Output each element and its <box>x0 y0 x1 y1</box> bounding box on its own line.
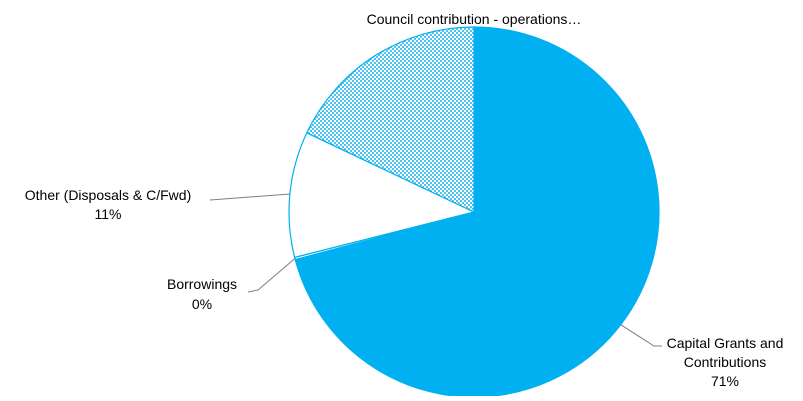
leader-line <box>247 258 296 293</box>
slice-percent-label: 11% <box>95 206 122 222</box>
slice-percent-label: 71% <box>711 373 739 389</box>
pie-slice-capital-grants-and-contributions <box>294 26 660 398</box>
slice-category-label: Council contribution - operations… <box>367 11 582 27</box>
slice-category-label: Capital Grants and <box>667 335 784 351</box>
slice-category-label: Other (Disposals & C/Fwd) <box>25 187 191 203</box>
slice-percent-label: 0% <box>192 296 212 312</box>
pie-slice-council-contribution-operations <box>305 26 475 213</box>
slice-category-label: Contributions <box>684 354 767 370</box>
leader-line <box>209 193 290 201</box>
leader-line <box>620 324 662 347</box>
slice-category-label: Borrowings <box>167 276 237 292</box>
